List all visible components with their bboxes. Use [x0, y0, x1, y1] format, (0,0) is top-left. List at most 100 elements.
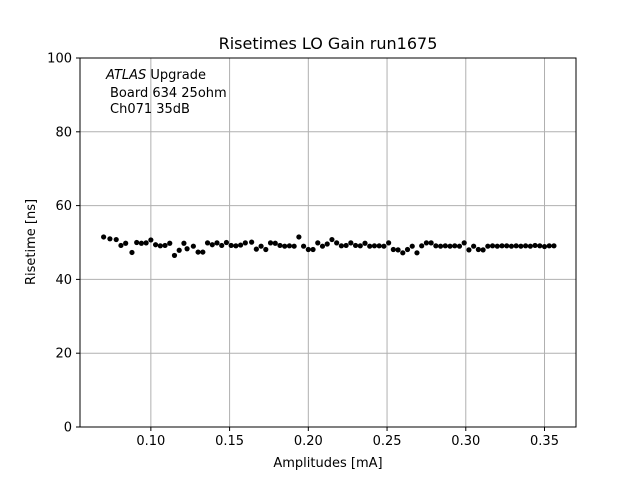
data-point	[171, 252, 178, 259]
data-point	[471, 243, 477, 249]
data-point	[282, 243, 288, 249]
data-point	[475, 246, 481, 253]
data-point	[409, 243, 415, 249]
x-tick-label: 0.20	[294, 434, 323, 449]
data-point	[123, 240, 129, 246]
x-axis-ticks: 0.10 0.15 0.20 0.25 0.30 0.35	[136, 427, 559, 449]
data-point	[480, 247, 486, 253]
data-point	[362, 240, 368, 246]
data-point	[546, 243, 552, 249]
data-point	[157, 243, 163, 249]
data-point	[508, 243, 515, 249]
y-axis-label: Risetime [ns]	[24, 199, 39, 285]
data-point	[315, 240, 321, 246]
data-point	[143, 240, 149, 246]
x-tick-label: 0.10	[136, 434, 165, 449]
data-point	[219, 242, 225, 249]
data-point	[381, 243, 387, 249]
data-point	[101, 234, 107, 240]
annotation-line-1: ATLAS Upgrade	[105, 68, 206, 83]
data-point	[433, 243, 439, 249]
data-point	[319, 243, 326, 249]
y-tick-label: 40	[55, 273, 72, 288]
data-point	[162, 242, 168, 249]
data-point	[518, 243, 524, 249]
data-point	[504, 243, 510, 249]
data-point	[523, 243, 529, 249]
data-point	[258, 243, 264, 249]
x-axis-label: Amplitudes [mA]	[273, 456, 382, 471]
data-point	[238, 242, 244, 248]
data-point	[228, 242, 234, 249]
data-point	[324, 241, 330, 247]
data-point	[310, 246, 316, 253]
data-point	[461, 240, 467, 246]
chart-title: Risetimes LO Gain run1675	[219, 34, 438, 53]
data-point	[442, 243, 448, 249]
data-point	[184, 246, 190, 252]
y-tick-label: 100	[47, 52, 72, 67]
data-point	[134, 239, 140, 246]
data-point	[190, 243, 196, 249]
data-point	[452, 243, 458, 249]
data-point	[513, 243, 519, 249]
data-point	[204, 240, 211, 246]
plot-frame	[79, 57, 577, 428]
data-point	[267, 240, 274, 246]
x-tick-label: 0.35	[530, 434, 559, 449]
data-point	[176, 247, 182, 253]
data-point	[352, 242, 359, 249]
data-point	[404, 246, 411, 253]
data-point	[113, 236, 119, 243]
data-point	[338, 243, 344, 249]
data-point	[152, 242, 159, 248]
data-point	[167, 240, 173, 246]
data-point	[242, 240, 248, 246]
x-tick-label: 0.25	[373, 434, 402, 449]
data-point	[181, 240, 187, 246]
data-point	[263, 246, 269, 253]
data-point	[357, 243, 363, 249]
data-point	[489, 243, 496, 249]
data-point	[277, 242, 283, 249]
data-point	[148, 237, 154, 243]
y-tick-label: 80	[55, 125, 72, 140]
y-tick-label: 60	[55, 199, 72, 214]
data-point	[386, 240, 392, 246]
data-point	[348, 240, 354, 246]
data-point	[343, 242, 349, 249]
data-point	[466, 247, 472, 253]
data-point	[400, 250, 406, 256]
data-point	[541, 243, 548, 250]
data-point	[532, 242, 538, 249]
data-point	[253, 246, 259, 252]
data-point	[428, 240, 434, 246]
data-point	[456, 243, 463, 249]
data-point	[272, 240, 278, 246]
annotation-experiment-suffix: Upgrade	[146, 68, 206, 83]
data-point	[334, 240, 340, 246]
data-point	[423, 240, 430, 246]
data-point	[414, 250, 420, 256]
data-point	[367, 243, 373, 249]
data-point	[537, 243, 543, 249]
data-points	[101, 234, 557, 259]
y-axis-ticks: 0 20 40 60 80 100	[47, 52, 80, 436]
data-point	[329, 236, 335, 243]
y-tick-label: 0	[64, 421, 72, 436]
data-point	[129, 249, 135, 256]
data-point	[286, 243, 293, 249]
data-point	[527, 243, 533, 249]
data-point	[138, 240, 145, 246]
data-point	[419, 243, 425, 249]
data-point	[195, 249, 201, 255]
data-point	[551, 243, 557, 249]
data-point	[494, 243, 500, 249]
data-point	[395, 247, 401, 253]
data-point	[249, 239, 255, 245]
data-point	[118, 242, 124, 249]
data-point	[437, 243, 444, 249]
y-tick-label: 20	[55, 347, 72, 362]
data-point	[376, 243, 382, 249]
